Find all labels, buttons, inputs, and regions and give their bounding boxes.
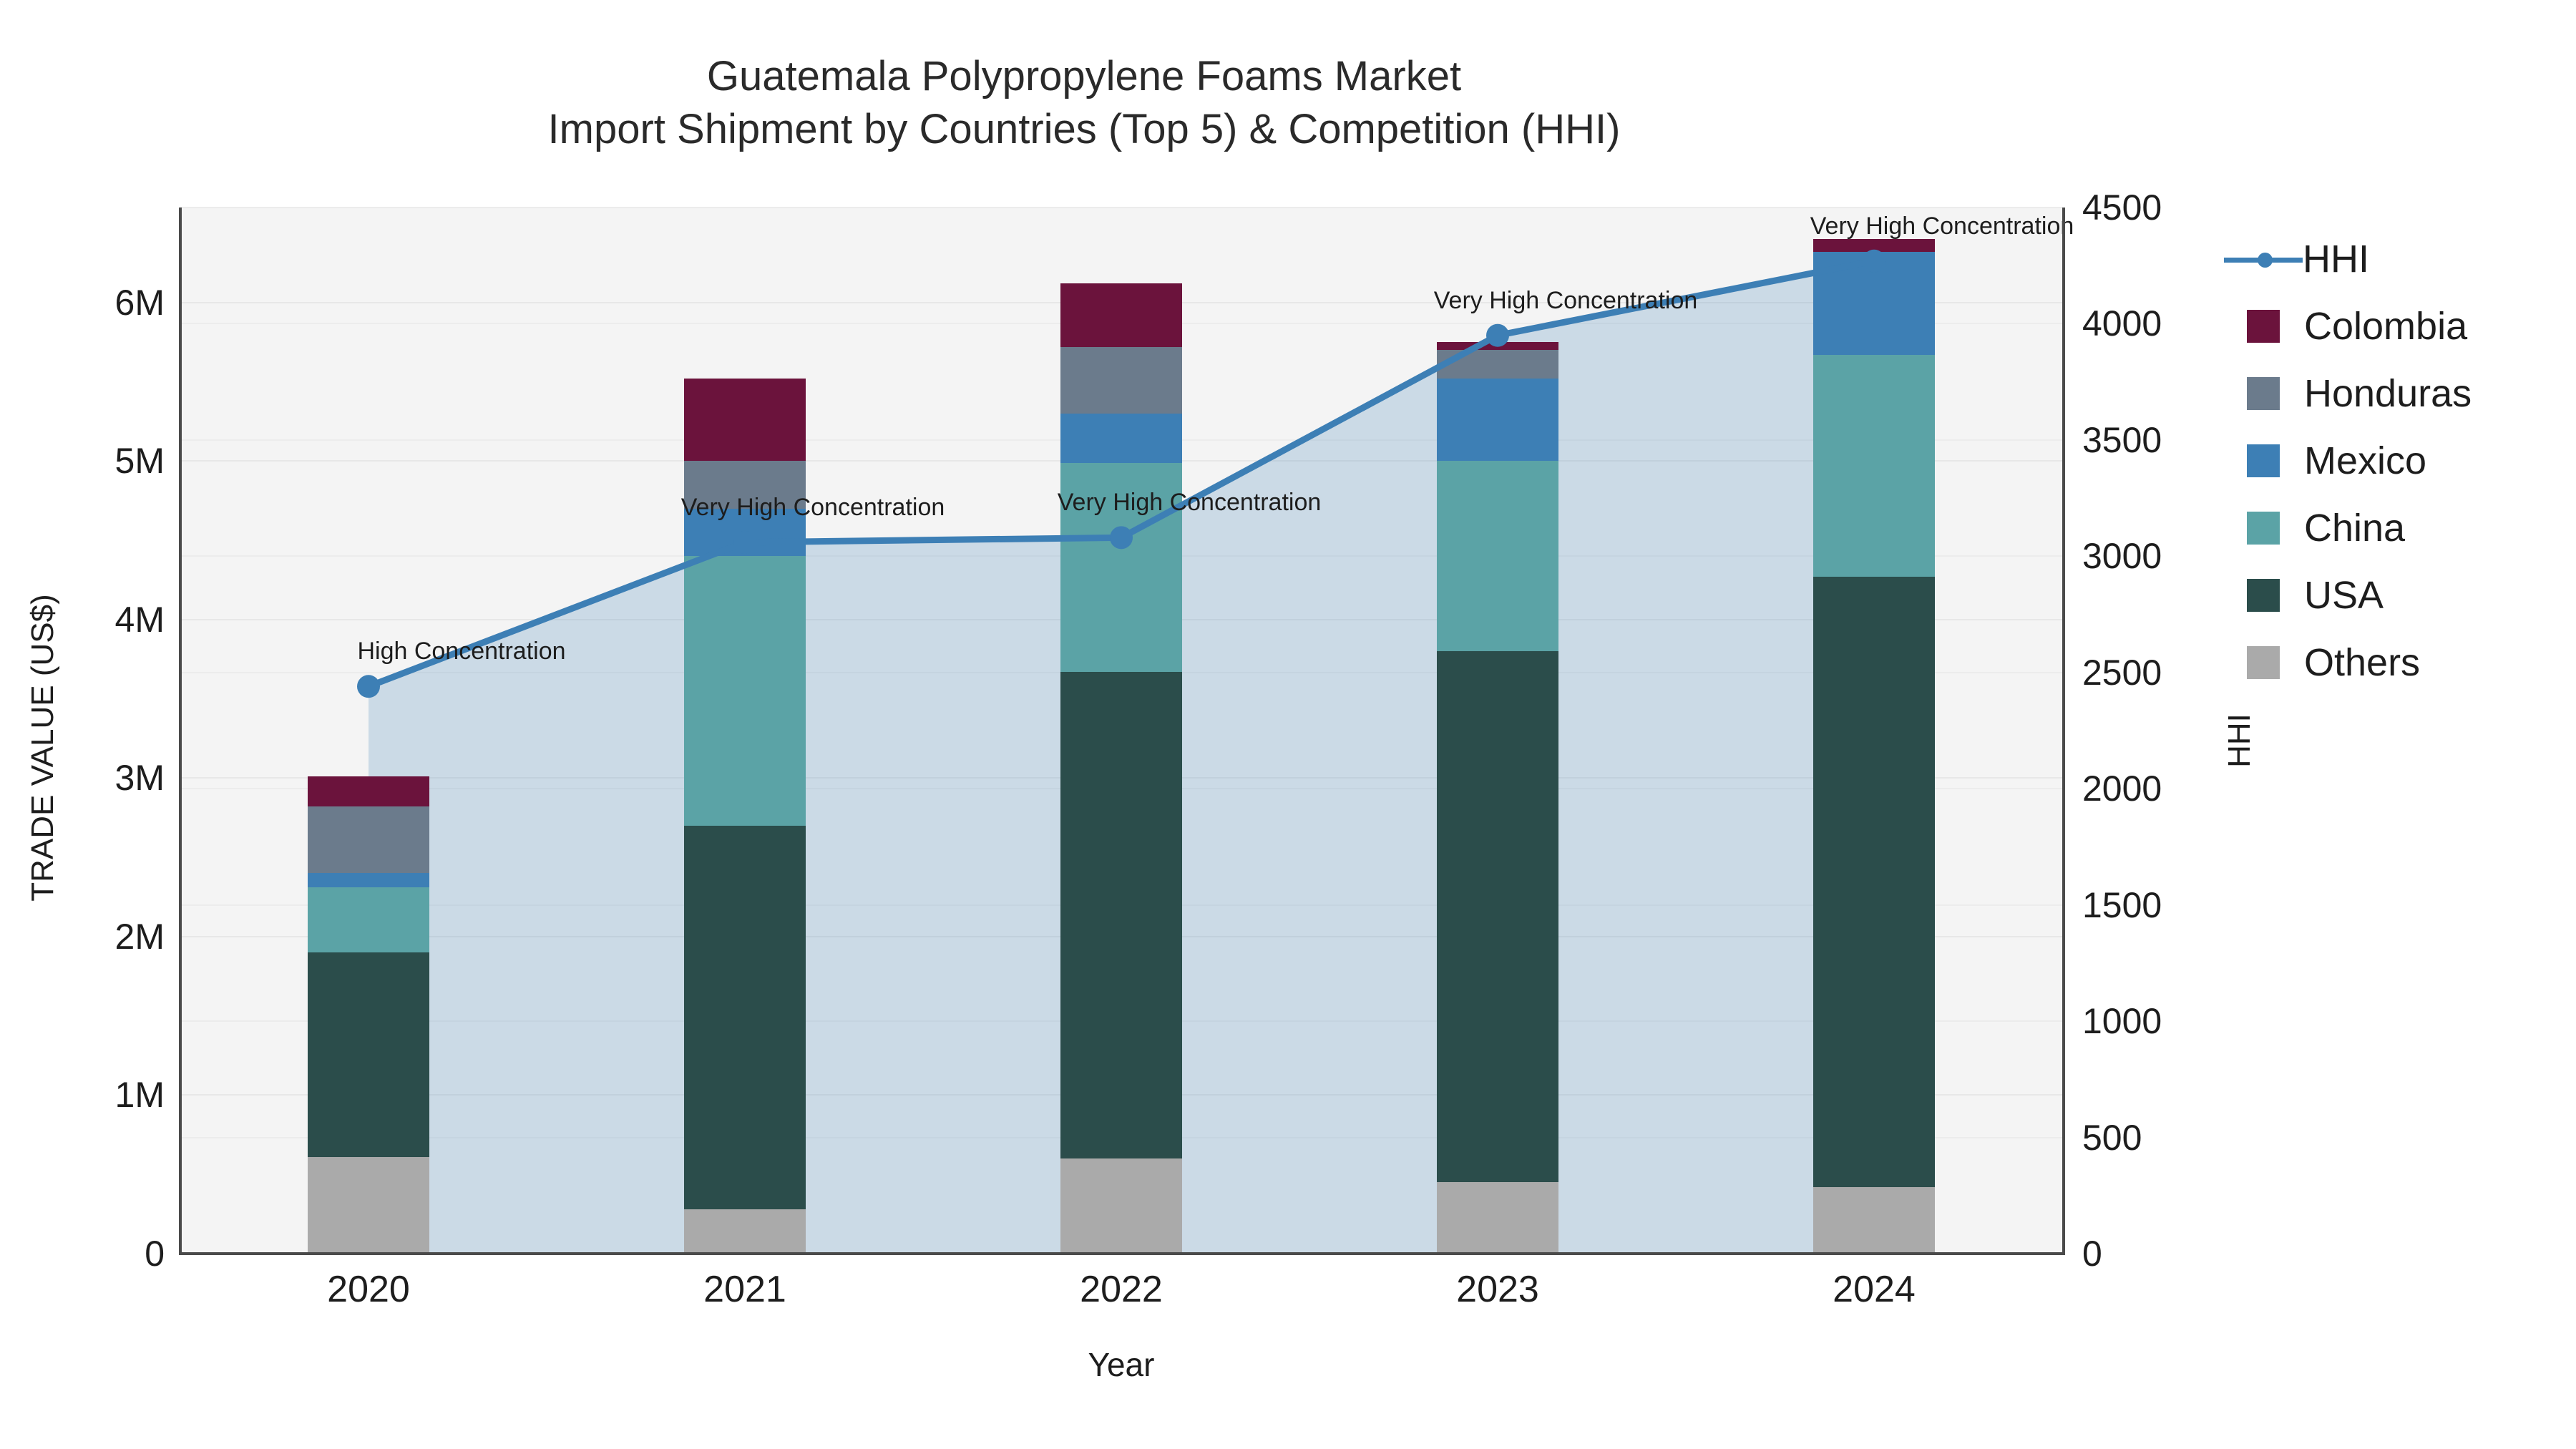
- y-tick-right-2000: 2000: [2082, 769, 2162, 809]
- bar-segment-others-2021[interactable]: [684, 1209, 806, 1254]
- y-axis-left-line: [179, 208, 182, 1255]
- bar-segment-colombia-2021[interactable]: [684, 379, 806, 462]
- bar-segment-china-2023[interactable]: [1437, 461, 1558, 652]
- bar-segment-honduras-2021[interactable]: [684, 461, 806, 509]
- y-tick-left-2M: 2M: [114, 916, 165, 957]
- annotation-2022: Very High Concentration: [1057, 489, 1322, 517]
- legend-swatch-colombia: [2247, 310, 2280, 343]
- annotation-2024: Very High Concentration: [1810, 212, 2074, 240]
- legend-item-others[interactable]: Others: [2247, 629, 2562, 696]
- bar-segment-others-2022[interactable]: [1060, 1158, 1182, 1254]
- bar-segment-honduras-2022[interactable]: [1060, 346, 1182, 414]
- y-axis-left-label: TRADE VALUE (US$): [25, 594, 60, 902]
- bar-segment-usa-2020[interactable]: [308, 952, 429, 1157]
- bar-segment-others-2023[interactable]: [1437, 1182, 1558, 1254]
- y-tick-left-1M: 1M: [114, 1075, 165, 1116]
- chart-legend: HHI Colombia Honduras Mexico China USA Others: [2224, 225, 2562, 696]
- y-tick-left-6M: 6M: [114, 282, 165, 323]
- hhi-marker-2020[interactable]: [357, 675, 380, 698]
- bar-segment-mexico-2023[interactable]: [1437, 379, 1558, 462]
- bar-segment-colombia-2020[interactable]: [308, 776, 429, 807]
- legend-item-mexico[interactable]: Mexico: [2247, 427, 2562, 494]
- legend-label-mexico: Mexico: [2304, 439, 2427, 482]
- legend-swatch-honduras: [2247, 377, 2280, 410]
- legend-item-china[interactable]: China: [2247, 494, 2562, 562]
- y-tick-right-4500: 4500: [2082, 187, 2162, 228]
- bar-segment-mexico-2022[interactable]: [1060, 413, 1182, 463]
- bar-segment-usa-2021[interactable]: [684, 825, 806, 1209]
- bar-2023[interactable]: [1437, 342, 1558, 1254]
- x-tick-2024: 2024: [1833, 1269, 1916, 1310]
- legend-item-usa[interactable]: USA: [2247, 562, 2562, 629]
- legend-label-honduras: Honduras: [2304, 372, 2472, 415]
- legend-label-china: China: [2304, 507, 2406, 550]
- bar-2021[interactable]: [684, 379, 806, 1254]
- stacked-bars: [180, 208, 2062, 1254]
- hhi-marker-2024[interactable]: [1863, 249, 1885, 273]
- bar-segment-china-2020[interactable]: [308, 887, 429, 953]
- bar-segment-colombia-2022[interactable]: [1060, 283, 1182, 347]
- y-tick-right-0: 0: [2082, 1234, 2102, 1274]
- legend-label-usa: USA: [2304, 574, 2384, 617]
- legend-label-others: Others: [2304, 641, 2421, 684]
- legend-item-colombia[interactable]: Colombia: [2247, 293, 2562, 360]
- bar-2020[interactable]: [308, 776, 429, 1254]
- y-axis-right-line: [2062, 208, 2065, 1255]
- y-tick-right-2500: 2500: [2082, 652, 2162, 693]
- x-axis-label: Year: [1088, 1346, 1155, 1383]
- bar-segment-usa-2024[interactable]: [1813, 577, 1935, 1187]
- y-tick-right-3000: 3000: [2082, 536, 2162, 577]
- hhi-line-series: [357, 249, 1885, 698]
- bar-segment-usa-2023[interactable]: [1437, 651, 1558, 1183]
- hhi-marker-2022[interactable]: [1110, 526, 1133, 550]
- bar-segment-colombia-2024[interactable]: [1813, 239, 1935, 253]
- plot-area: High Concentration Very High Concentratio…: [180, 207, 2074, 1254]
- y-tick-left-4M: 4M: [114, 599, 165, 640]
- y-tick-right-1500: 1500: [2082, 884, 2162, 925]
- x-tick-2020: 2020: [327, 1269, 410, 1310]
- bar-segment-honduras-2020[interactable]: [308, 806, 429, 874]
- x-tick-2022: 2022: [1080, 1269, 1163, 1310]
- bar-segment-usa-2022[interactable]: [1060, 672, 1182, 1159]
- y-tick-left-0: 0: [145, 1234, 165, 1274]
- bar-segment-others-2020[interactable]: [308, 1156, 429, 1254]
- legend-item-honduras[interactable]: Honduras: [2247, 360, 2562, 427]
- annotation-2023: Very High Concentration: [1433, 286, 1698, 314]
- annotation-2021: Very High Concentration: [680, 493, 945, 521]
- bar-2022[interactable]: [1060, 283, 1182, 1254]
- hhi-polyline: [365, 258, 1878, 690]
- bar-segment-china-2021[interactable]: [684, 556, 806, 826]
- y-tick-right-3500: 3500: [2082, 419, 2162, 460]
- hhi-marker-2021[interactable]: [733, 530, 756, 554]
- legend-line-marker-icon: [2258, 253, 2273, 268]
- y-tick-right-1000: 1000: [2082, 1001, 2162, 1042]
- chart-title-line-2: Import Shipment by Countries (Top 5) & C…: [547, 106, 1621, 153]
- x-axis-line: [179, 1252, 2064, 1255]
- y-tick-right-500: 500: [2082, 1117, 2142, 1158]
- legend-swatch-others: [2247, 646, 2280, 679]
- bar-segment-china-2022[interactable]: [1060, 462, 1182, 673]
- bar-segment-china-2024[interactable]: [1813, 355, 1935, 577]
- y-tick-left-5M: 5M: [114, 441, 165, 482]
- y-tick-right-4000: 4000: [2082, 303, 2162, 344]
- x-tick-2023: 2023: [1456, 1269, 1539, 1310]
- bar-segment-mexico-2020[interactable]: [308, 873, 429, 888]
- legend-label-hhi: HHI: [2303, 238, 2369, 280]
- bar-segment-others-2024[interactable]: [1813, 1186, 1935, 1254]
- legend-item-hhi[interactable]: HHI: [2224, 225, 2562, 293]
- legend-swatch-usa: [2247, 579, 2280, 612]
- gridline-right-4500: [180, 207, 2062, 208]
- legend-swatch-mexico: [2247, 444, 2280, 477]
- chart-title-line-1: Guatemala Polypropylene Foams Market: [706, 53, 1462, 99]
- x-tick-2021: 2021: [703, 1269, 786, 1310]
- legend-label-colombia: Colombia: [2304, 305, 2468, 348]
- y-tick-left-3M: 3M: [114, 758, 165, 799]
- page-title: Guatemala Polypropylene Foams Market Imp…: [0, 50, 2168, 156]
- legend-swatch-china: [2247, 512, 2280, 545]
- annotation-2020: High Concentration: [357, 638, 566, 665]
- legend-line-icon: [2224, 243, 2303, 275]
- hhi-marker-2023[interactable]: [1486, 323, 1509, 347]
